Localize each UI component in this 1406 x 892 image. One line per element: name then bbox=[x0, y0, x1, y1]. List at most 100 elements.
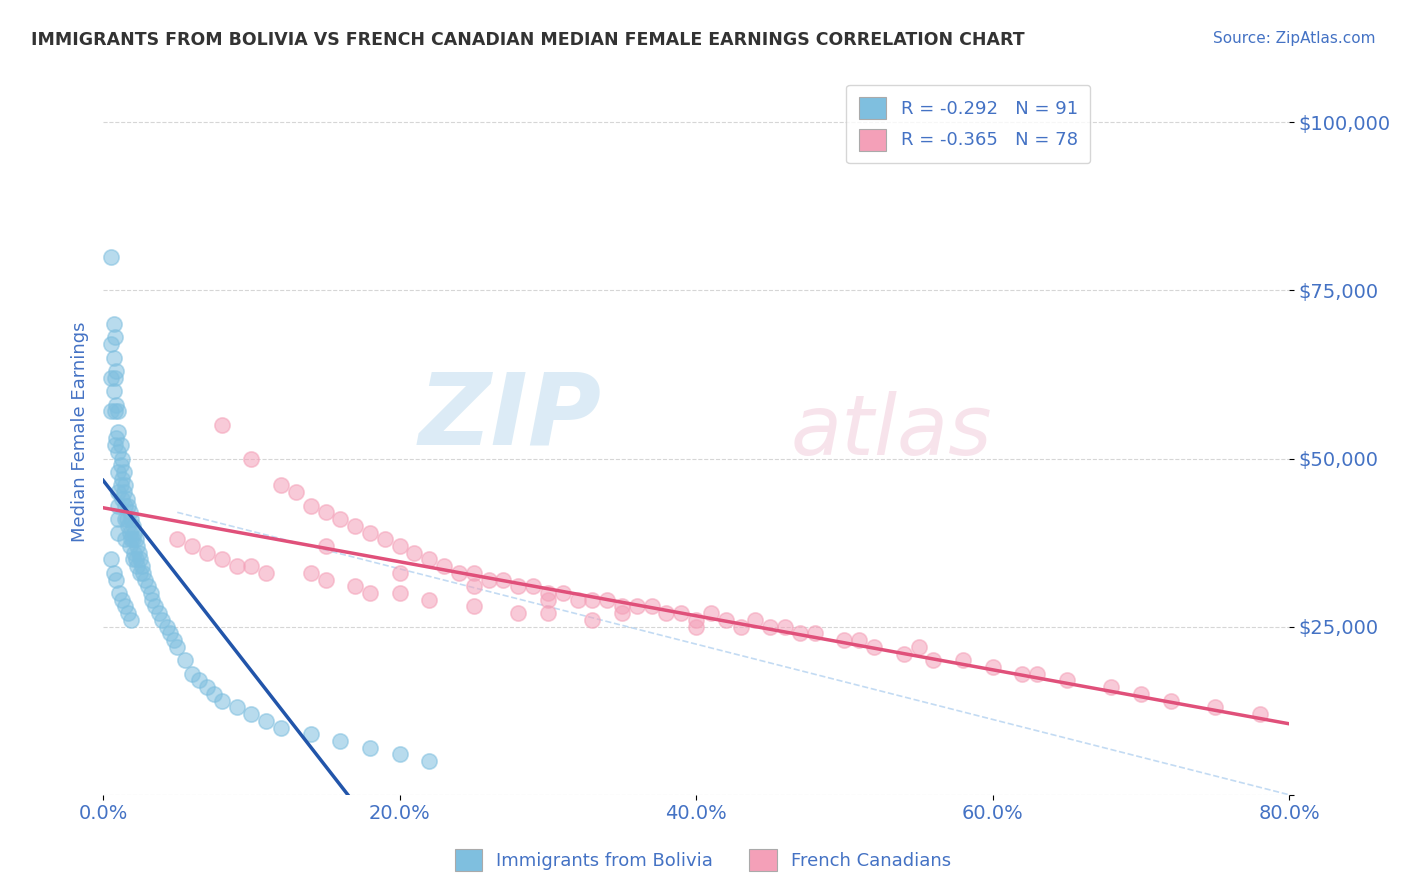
Point bbox=[107, 525, 129, 540]
Point bbox=[105, 431, 128, 445]
Point bbox=[508, 579, 530, 593]
Point bbox=[418, 552, 440, 566]
Point bbox=[114, 599, 136, 614]
Point bbox=[270, 478, 292, 492]
Point bbox=[100, 337, 122, 351]
Point bbox=[834, 633, 856, 648]
Point bbox=[114, 512, 136, 526]
Point bbox=[156, 620, 179, 634]
Point bbox=[139, 586, 162, 600]
Point bbox=[115, 512, 138, 526]
Point bbox=[329, 512, 352, 526]
Point bbox=[118, 539, 141, 553]
Point bbox=[121, 518, 143, 533]
Point bbox=[211, 693, 233, 707]
Point bbox=[127, 539, 149, 553]
Point bbox=[136, 579, 159, 593]
Point bbox=[120, 533, 142, 547]
Point bbox=[981, 660, 1004, 674]
Point bbox=[107, 499, 129, 513]
Point bbox=[759, 620, 782, 634]
Point bbox=[188, 673, 211, 688]
Point bbox=[225, 559, 247, 574]
Point bbox=[129, 552, 152, 566]
Point bbox=[125, 533, 148, 547]
Point bbox=[127, 559, 149, 574]
Point bbox=[100, 371, 122, 385]
Point bbox=[537, 606, 560, 620]
Point bbox=[522, 579, 544, 593]
Point bbox=[463, 566, 485, 580]
Point bbox=[433, 559, 456, 574]
Point bbox=[104, 371, 127, 385]
Point bbox=[388, 747, 411, 762]
Point bbox=[111, 472, 134, 486]
Point bbox=[114, 499, 136, 513]
Point bbox=[404, 546, 426, 560]
Point bbox=[359, 740, 381, 755]
Point bbox=[671, 606, 693, 620]
Point bbox=[492, 573, 515, 587]
Point bbox=[120, 613, 142, 627]
Point bbox=[299, 499, 322, 513]
Point bbox=[537, 592, 560, 607]
Point bbox=[1129, 687, 1152, 701]
Legend: Immigrants from Bolivia, French Canadians: Immigrants from Bolivia, French Canadian… bbox=[447, 842, 959, 879]
Point bbox=[315, 505, 337, 519]
Point bbox=[100, 250, 122, 264]
Point bbox=[107, 404, 129, 418]
Point bbox=[143, 599, 166, 614]
Point bbox=[270, 721, 292, 735]
Point bbox=[118, 505, 141, 519]
Point bbox=[596, 592, 619, 607]
Point bbox=[132, 566, 155, 580]
Point bbox=[103, 351, 125, 365]
Point bbox=[121, 552, 143, 566]
Point bbox=[240, 707, 263, 722]
Point bbox=[848, 633, 870, 648]
Point bbox=[952, 653, 974, 667]
Point bbox=[344, 579, 367, 593]
Point bbox=[122, 525, 145, 540]
Point bbox=[195, 546, 218, 560]
Point bbox=[103, 317, 125, 331]
Point bbox=[744, 613, 766, 627]
Point bbox=[388, 539, 411, 553]
Point bbox=[359, 525, 381, 540]
Point bbox=[100, 552, 122, 566]
Point bbox=[551, 586, 574, 600]
Point bbox=[478, 573, 501, 587]
Point bbox=[110, 478, 132, 492]
Point bbox=[111, 491, 134, 506]
Point bbox=[104, 330, 127, 344]
Point bbox=[117, 518, 139, 533]
Point bbox=[115, 491, 138, 506]
Point bbox=[107, 512, 129, 526]
Point bbox=[117, 499, 139, 513]
Point bbox=[159, 626, 181, 640]
Point bbox=[299, 566, 322, 580]
Point bbox=[114, 478, 136, 492]
Point bbox=[112, 465, 135, 479]
Point bbox=[131, 559, 153, 574]
Point bbox=[120, 512, 142, 526]
Point bbox=[1249, 707, 1271, 722]
Point bbox=[211, 552, 233, 566]
Point bbox=[148, 606, 170, 620]
Point bbox=[714, 613, 737, 627]
Point bbox=[581, 592, 603, 607]
Point bbox=[105, 398, 128, 412]
Point bbox=[315, 573, 337, 587]
Point bbox=[1011, 666, 1033, 681]
Point bbox=[111, 451, 134, 466]
Point bbox=[254, 566, 277, 580]
Point bbox=[103, 384, 125, 399]
Point bbox=[107, 465, 129, 479]
Point bbox=[181, 666, 204, 681]
Point bbox=[166, 640, 188, 654]
Text: ZIP: ZIP bbox=[418, 368, 602, 466]
Point bbox=[700, 606, 723, 620]
Point bbox=[118, 525, 141, 540]
Point bbox=[907, 640, 929, 654]
Point bbox=[329, 734, 352, 748]
